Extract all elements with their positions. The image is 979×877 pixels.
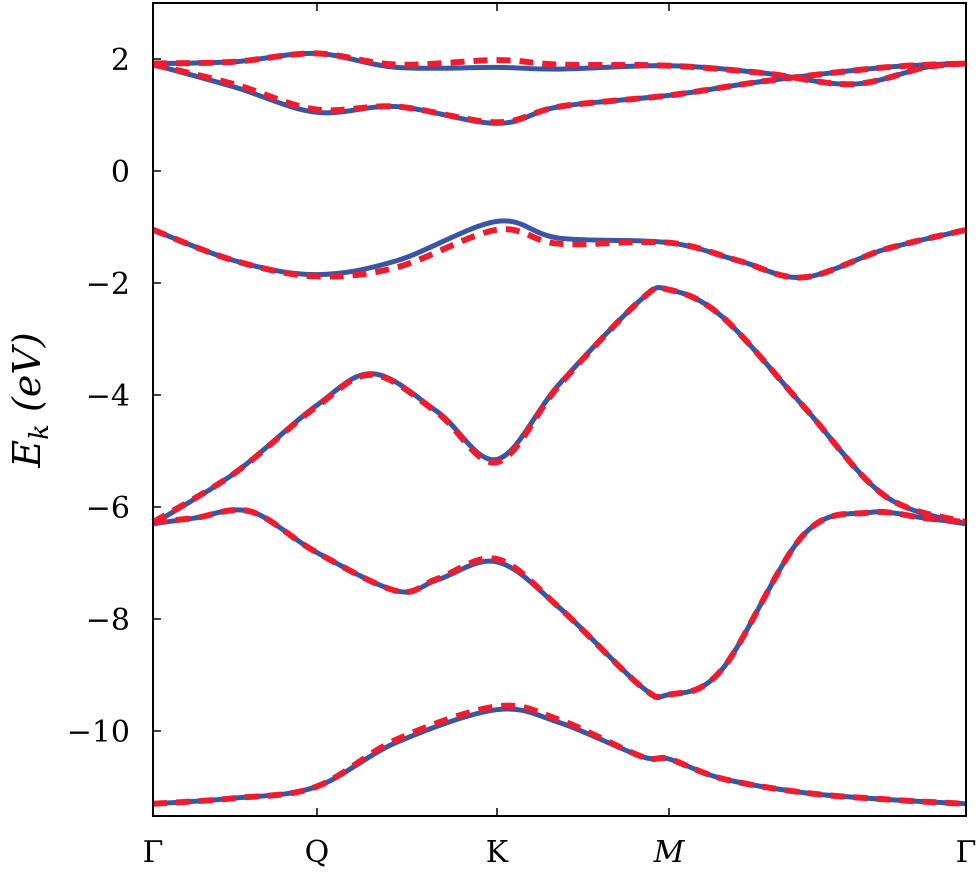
- solid-band-line-1: [152, 507, 967, 700]
- x-kpoint-label: K: [486, 835, 509, 870]
- y-tick-label: −6: [86, 491, 130, 526]
- svg-text:Ek (eV): Ek (eV): [5, 332, 55, 468]
- dashed-band-line-1: [152, 506, 967, 700]
- y-tick-label: −8: [86, 603, 130, 638]
- y-tick-label: −4: [86, 379, 130, 414]
- y-axis-label: Ek (eV): [5, 332, 55, 468]
- y-tick-label: −2: [86, 267, 130, 302]
- y-tick-label: 0: [111, 155, 130, 190]
- y-axis: 2 0 −2 −4 −6 −8 −10: [67, 43, 161, 750]
- dashed-band-line-3: [151, 226, 967, 281]
- x-kpoint-label: Γ: [956, 835, 977, 870]
- x-kpoint-label: Q: [305, 835, 330, 870]
- dashed-band-line-4: [152, 60, 967, 126]
- solid-band-line-0: [152, 706, 967, 807]
- x-kpoint-label: Γ: [143, 835, 164, 870]
- y-label-main: E: [5, 440, 49, 469]
- solid-band-line-4: [152, 61, 967, 126]
- y-label-space: [5, 412, 49, 424]
- plot-area: [151, 50, 967, 807]
- x-kpoint-label: M: [653, 835, 686, 870]
- y-label-unit: (eV): [5, 332, 49, 412]
- solid-band-line-5: [152, 50, 967, 87]
- solid-band-line-2: [151, 285, 967, 527]
- plot-frame: [152, 2, 967, 817]
- y-tick-label: 2: [111, 43, 130, 78]
- y-tick-label: −10: [67, 715, 130, 750]
- y-label-sub: k: [25, 424, 55, 440]
- dashed-band-line-2: [151, 284, 967, 525]
- dashed-band-line-0: [152, 702, 967, 807]
